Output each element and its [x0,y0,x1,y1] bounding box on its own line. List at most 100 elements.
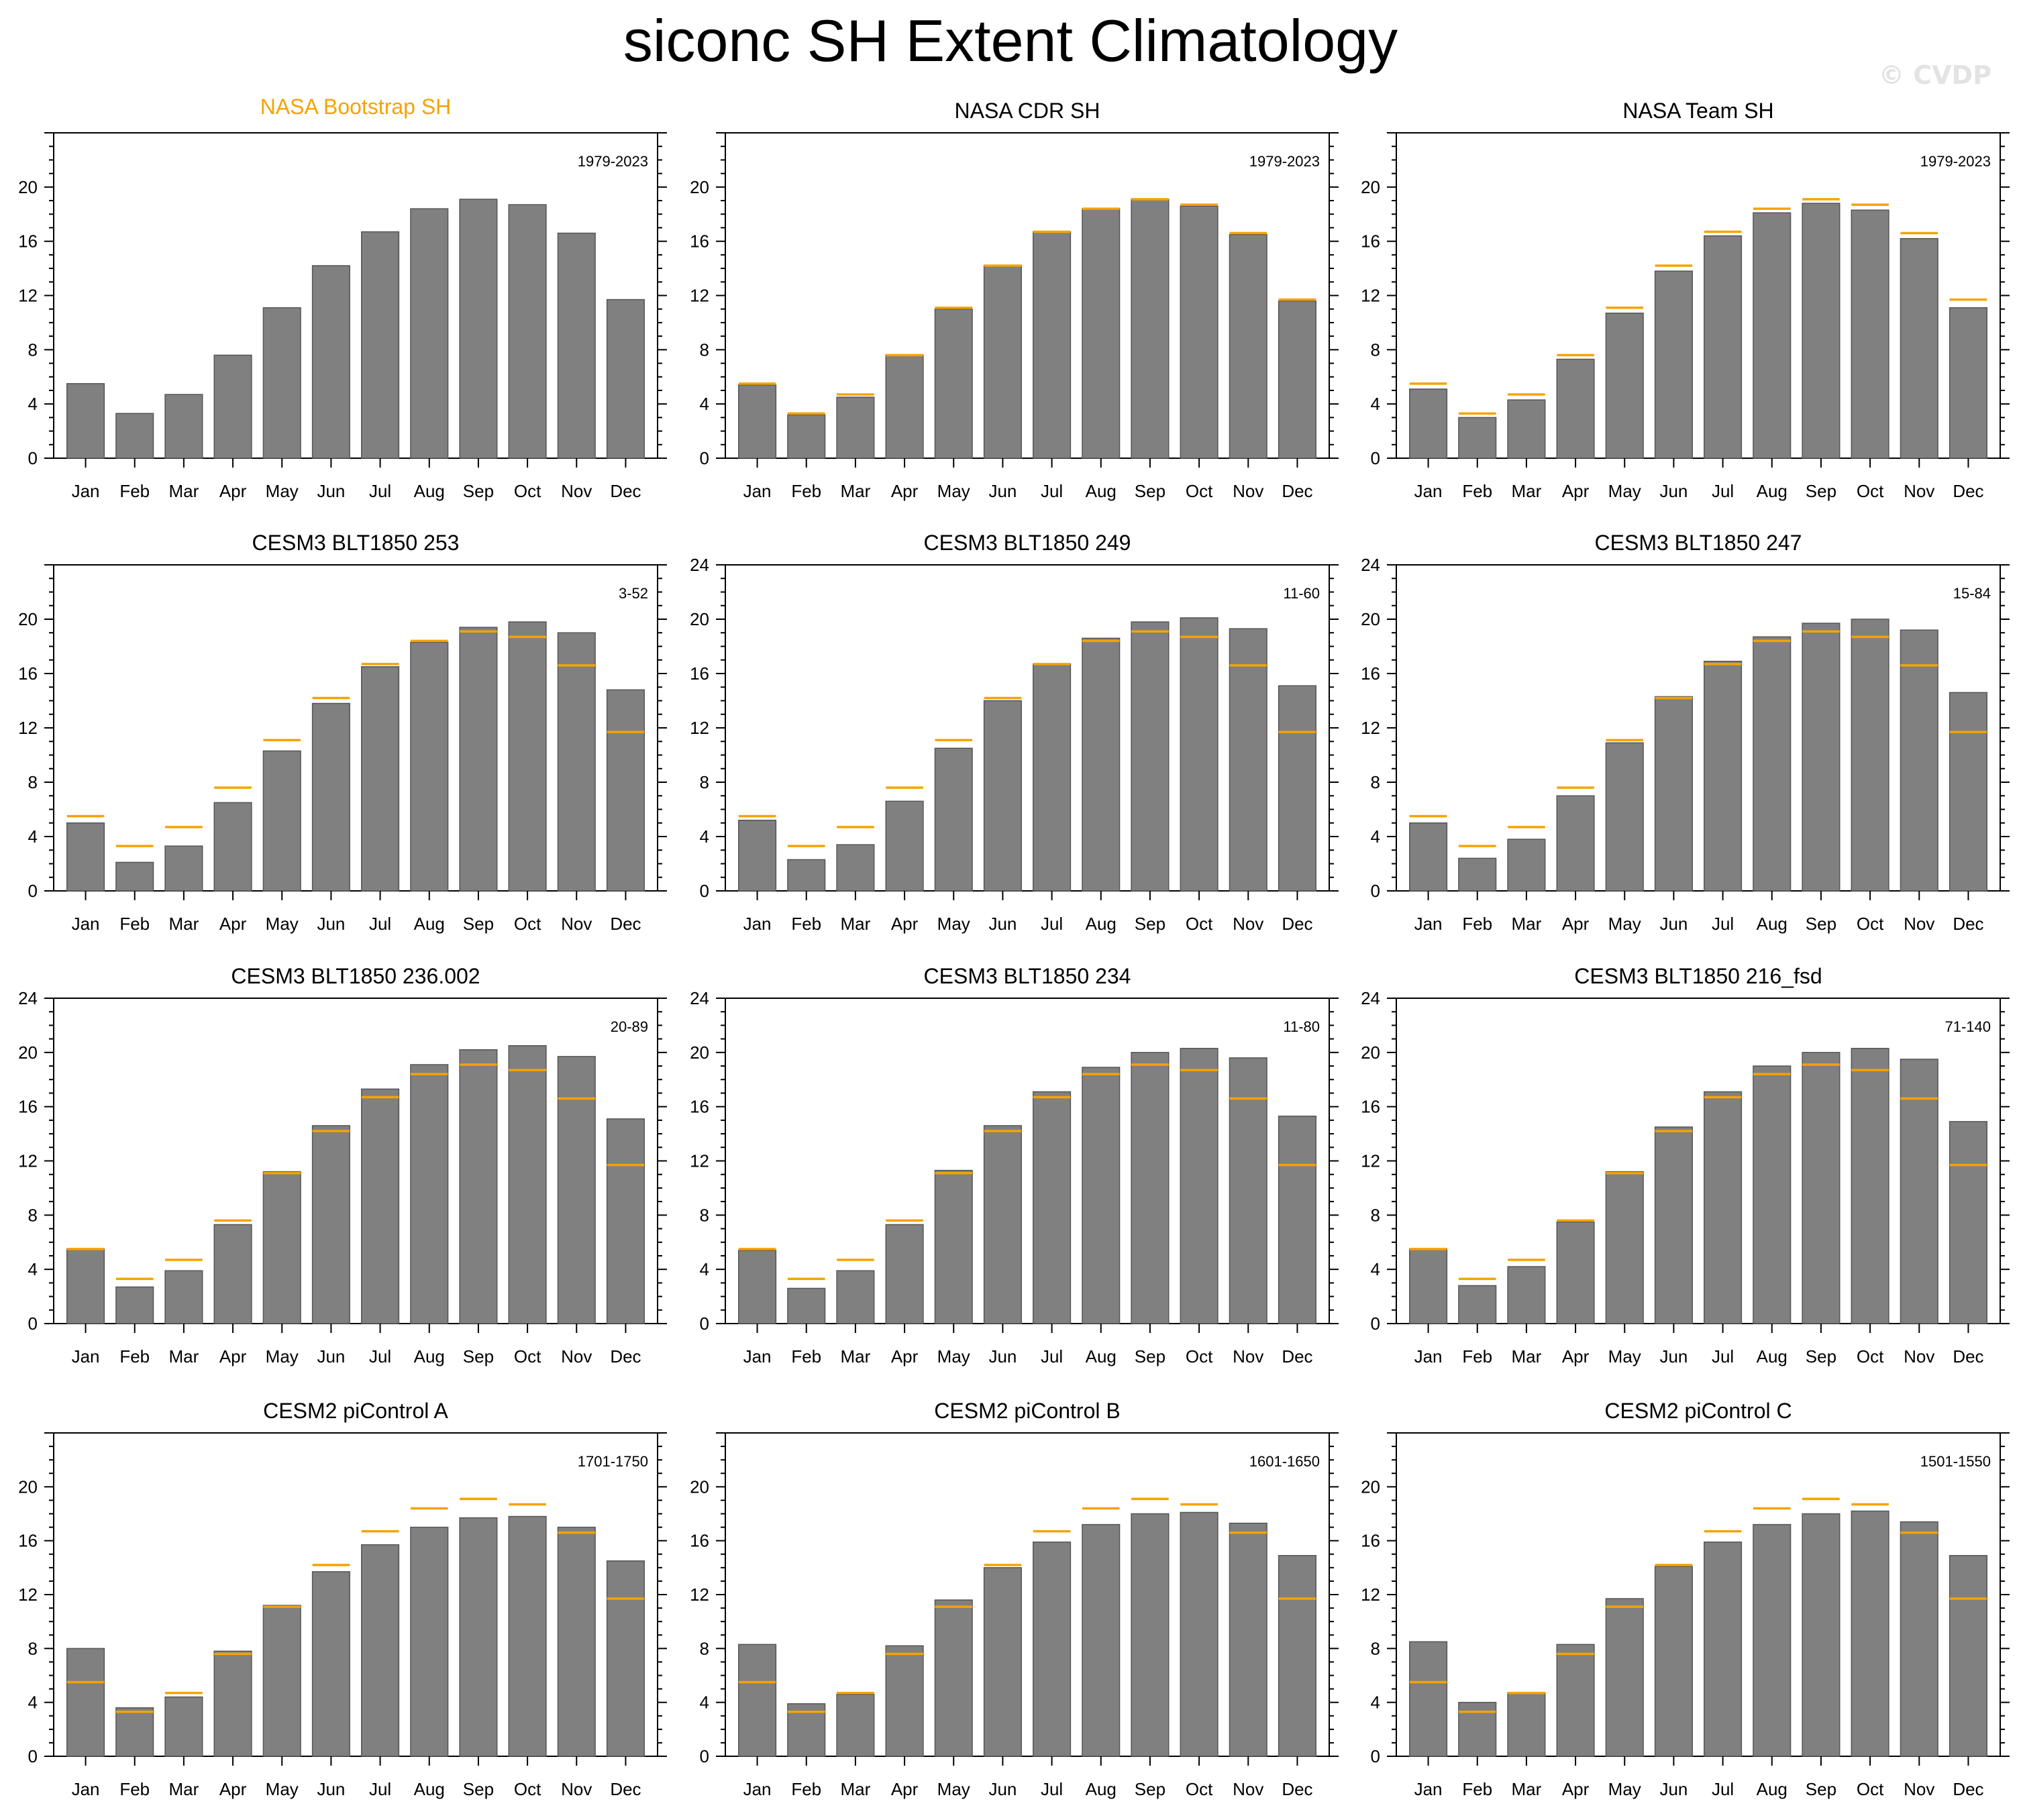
x-tick-label: Dec [610,1346,641,1367]
x-tick-label: Oct [1857,1779,1884,1799]
bar-mar [164,1696,203,1757]
bar-apr [213,802,252,892]
bar-apr [213,1224,252,1324]
bar-mar [1507,1266,1546,1324]
bar-mar [836,1270,875,1324]
bar-jul [1033,1091,1072,1324]
x-tick-label: Aug [1757,481,1787,501]
bar-nov [1229,1057,1267,1324]
x-tick-label: Apr [219,914,247,934]
bar-may [934,747,973,892]
x-tick-label: Jan [1414,481,1443,501]
x-tick-label: Sep [1806,914,1836,934]
bar-jan [1409,1641,1448,1757]
bar-dec [1278,300,1316,459]
x-tick-label: Dec [1282,914,1312,934]
bar-jul [361,1088,400,1324]
bar-jan [738,384,777,459]
bar-oct [1851,619,1889,892]
bar-may [934,1599,973,1757]
x-tick-label: Sep [463,481,494,501]
bar-nov [557,232,596,459]
y-tick-label: 8 [28,1205,38,1225]
x-tick-label: Sep [1135,481,1165,501]
y-tick-label: 8 [700,1205,709,1225]
x-tick-label: Jul [1041,914,1063,934]
x-tick-label: Jan [1414,914,1443,934]
y-tick-label: 0 [700,881,709,901]
y-tick-label: 4 [1371,394,1380,414]
x-tick-label: Dec [610,481,641,501]
panel-6: 0 4 8 12 16 20 24 Jan Feb Mar Apr May Jun Jul Aug Sep Oc… [1361,531,2010,934]
bar-apr [885,1224,924,1324]
x-tick-label: Nov [561,914,592,934]
bar-sep [459,1049,498,1324]
x-tick-label: Aug [414,1346,445,1367]
x-tick-label: Aug [1757,1346,1787,1367]
bar-jan [66,1648,105,1757]
bar-feb [1458,417,1497,459]
y-tick-label: 12 [18,1151,38,1171]
figure-title: siconc SH Extent Climatology [623,7,1398,74]
bar-may [934,308,973,459]
bar-mar [836,844,875,892]
bar-oct [1180,1511,1219,1757]
x-tick-label: Jan [1414,1346,1443,1367]
y-tick-label: 8 [700,339,709,360]
period-label: 1979-2023 [578,153,648,170]
bar-feb [787,1287,826,1324]
panel-title: CESM2 piControl B [934,1399,1120,1423]
x-tick-label: Apr [1562,1779,1590,1799]
bar-oct [508,621,547,892]
x-tick-label: Jan [72,481,100,501]
bar-nov [557,1056,596,1324]
y-tick-label: 24 [18,988,38,1008]
bar-aug [1082,208,1121,459]
bar-oct [1180,617,1219,892]
y-tick-label: 20 [18,609,38,629]
x-tick-label: Jul [1712,914,1734,934]
x-tick-label: Apr [1562,1346,1590,1367]
x-tick-label: Feb [1462,1779,1492,1799]
bar-jun [1654,1126,1693,1324]
bar-mar [1507,399,1546,459]
x-tick-label: Jun [1659,1779,1688,1799]
bar-apr [213,354,252,459]
y-tick-label: 0 [700,448,709,468]
x-tick-label: Jul [1041,481,1063,501]
bar-apr [1556,358,1595,459]
x-tick-label: Jun [988,914,1017,934]
y-tick-label: 12 [690,286,709,306]
x-tick-label: Nov [561,481,592,501]
y-tick-label: 0 [700,1314,709,1334]
y-tick-label: 8 [28,1638,38,1658]
y-tick-label: 12 [690,1151,709,1171]
panel-title: CESM3 BLT1850 249 [924,531,1131,555]
x-tick-label: Jun [317,1346,345,1367]
x-tick-label: Nov [561,1346,592,1367]
period-label: 15-84 [1953,585,1991,602]
panel-title: CESM3 BLT1850 234 [924,964,1131,988]
panel-title: CESM3 BLT1850 216_fsd [1574,964,1822,988]
x-tick-label: Mar [841,481,871,501]
bar-jul [1704,1541,1743,1757]
x-tick-label: Dec [1282,1346,1312,1367]
bar-aug [1753,1065,1792,1324]
x-tick-label: Nov [561,1779,592,1799]
bar-jun [1654,1566,1693,1757]
bar-dec [1278,1116,1316,1324]
x-tick-label: Mar [169,1346,199,1367]
bar-oct [1180,205,1219,459]
x-tick-label: Jul [369,1779,391,1799]
x-tick-label: Nov [1233,481,1263,501]
bar-jun [311,702,350,892]
x-tick-label: Dec [610,1779,641,1799]
bar-oct [508,1045,547,1324]
bar-feb [115,413,154,459]
x-tick-label: Aug [1757,1779,1787,1799]
bar-dec [606,689,645,892]
x-tick-label: Jul [1712,1779,1734,1799]
panel-2: 0 4 8 12 16 20 Jan Feb Mar Apr May Jun Jul Aug Sep Oct N… [690,99,1339,501]
x-tick-label: Feb [791,1779,821,1799]
bar-aug [1753,636,1792,892]
